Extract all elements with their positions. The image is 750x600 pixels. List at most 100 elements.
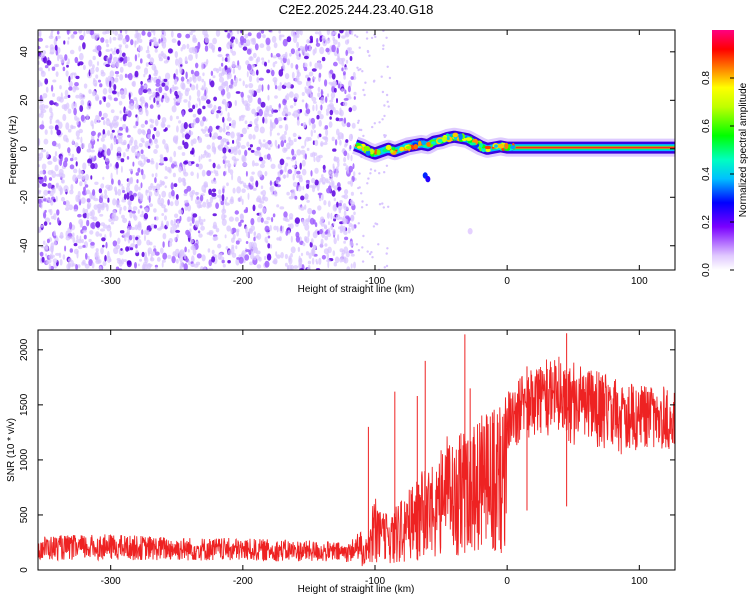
noise-point: [349, 56, 353, 61]
noise-point: [86, 105, 92, 110]
noise-point: [244, 254, 250, 261]
noise-point: [141, 251, 145, 258]
noise-point: [334, 139, 338, 146]
noise-point: [106, 255, 111, 263]
noise-point: [222, 116, 225, 123]
noise-point: [222, 187, 225, 194]
noise-point: [313, 76, 316, 80]
noise-point: [144, 251, 147, 260]
noise-point: [377, 243, 380, 246]
noise-point: [59, 85, 62, 90]
noise-point: [227, 112, 230, 118]
noise-point: [208, 42, 214, 49]
noise-point: [120, 158, 125, 163]
noise-point: [215, 202, 220, 209]
noise-point: [83, 30, 86, 37]
noise-point: [337, 83, 341, 89]
noise-point: [190, 150, 194, 155]
noise-point: [339, 139, 342, 146]
colorbar-label: Normalized spectral amplitude: [738, 82, 749, 217]
noise-point: [163, 156, 168, 161]
noise-point: [274, 117, 279, 125]
noise-point: [344, 143, 347, 148]
noise-point: [305, 74, 310, 79]
noise-point: [344, 189, 349, 195]
noise-point: [246, 106, 251, 112]
noise-point: [179, 92, 183, 97]
noise-point: [106, 43, 110, 48]
noise-point: [131, 235, 136, 239]
noise-point: [39, 152, 44, 159]
noise-point: [119, 57, 124, 62]
noise-point: [43, 189, 49, 196]
noise-point: [144, 234, 146, 242]
noise-point: [218, 126, 223, 133]
trace-blob: [510, 145, 516, 150]
noise-point: [160, 121, 165, 129]
noise-point: [290, 253, 293, 258]
noise-point: [229, 123, 232, 127]
trace-blob: [431, 141, 436, 145]
noise-point: [330, 212, 333, 220]
noise-point: [164, 127, 168, 131]
noise-point: [215, 227, 220, 233]
noise-point: [159, 179, 163, 186]
noise-point: [318, 119, 322, 127]
noise-point: [148, 203, 153, 208]
spectrogram-y-tick-label: -20: [19, 190, 30, 205]
noise-point: [147, 79, 152, 84]
noise-point: [81, 261, 85, 266]
noise-point: [133, 125, 137, 129]
noise-point: [126, 260, 132, 268]
noise-point: [198, 204, 203, 208]
noise-point: [213, 132, 219, 139]
noise-point: [343, 117, 347, 124]
noise-point: [278, 103, 281, 109]
noise-point: [112, 30, 115, 35]
noise-point: [227, 260, 231, 264]
noise-point: [213, 236, 219, 241]
noise-point: [173, 183, 178, 188]
noise-point: [154, 177, 157, 184]
noise-point: [245, 207, 248, 212]
noise-point: [107, 197, 110, 203]
noise-point: [184, 246, 187, 253]
noise-point: [157, 197, 161, 205]
noise-point: [267, 235, 271, 239]
spectrogram-x-tick-label: -200: [233, 276, 253, 287]
noise-point: [145, 189, 148, 196]
noise-point: [136, 238, 142, 246]
noise-point: [258, 108, 264, 117]
noise-point: [330, 82, 334, 87]
noise-point: [113, 137, 117, 145]
noise-point: [173, 98, 177, 107]
noise-point: [333, 261, 337, 267]
noise-point: [204, 45, 209, 52]
noise-point: [93, 33, 98, 41]
noise-point: [190, 30, 196, 33]
noise-point: [312, 140, 315, 145]
noise-point: [73, 31, 78, 35]
noise-point: [304, 238, 307, 242]
noise-point: [104, 30, 110, 34]
noise-point: [319, 216, 325, 223]
noise-point: [68, 80, 73, 88]
noise-point: [252, 134, 256, 140]
noise-point: [155, 82, 161, 87]
noise-point: [111, 61, 116, 68]
noise-point: [66, 30, 70, 35]
noise-point: [338, 208, 342, 214]
noise-point: [121, 185, 125, 192]
noise-point: [161, 190, 167, 198]
noise-point: [374, 35, 377, 39]
noise-point: [262, 116, 265, 124]
noise-point: [279, 206, 285, 210]
noise-point: [200, 154, 203, 160]
noise-point: [311, 185, 316, 193]
noise-point: [112, 56, 119, 63]
noise-point: [79, 235, 82, 242]
noise-point: [367, 177, 370, 180]
noise-point: [153, 127, 157, 132]
noise-point: [228, 148, 232, 153]
